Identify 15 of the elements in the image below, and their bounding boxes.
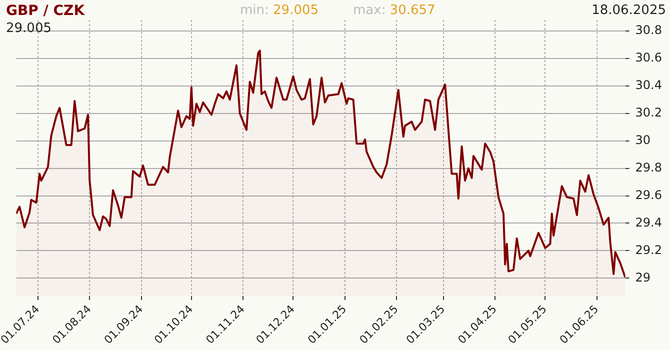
y-tick-label: 30.2 [635, 106, 662, 120]
y-tick-label: 30 [635, 132, 651, 147]
y-tick-label: 29.4 [635, 215, 662, 230]
chart-title: GBP / CZK [6, 3, 85, 19]
y-tick-label: 30.4 [635, 78, 662, 92]
annotation: 29.005 [6, 21, 52, 36]
y-tick-label: 29.2 [635, 242, 662, 257]
y-tick-label: 30.6 [635, 50, 662, 65]
text: max: 30.657 [353, 3, 436, 18]
text: 18.06.2025 [592, 3, 666, 18]
y-tick-label: 29.8 [635, 160, 662, 174]
y-tick-label: 29 [635, 270, 651, 284]
y-tick-label: 29.6 [635, 188, 662, 202]
text: min: 29.005 [240, 3, 319, 18]
y-tick-label: 30.8 [635, 23, 662, 38]
